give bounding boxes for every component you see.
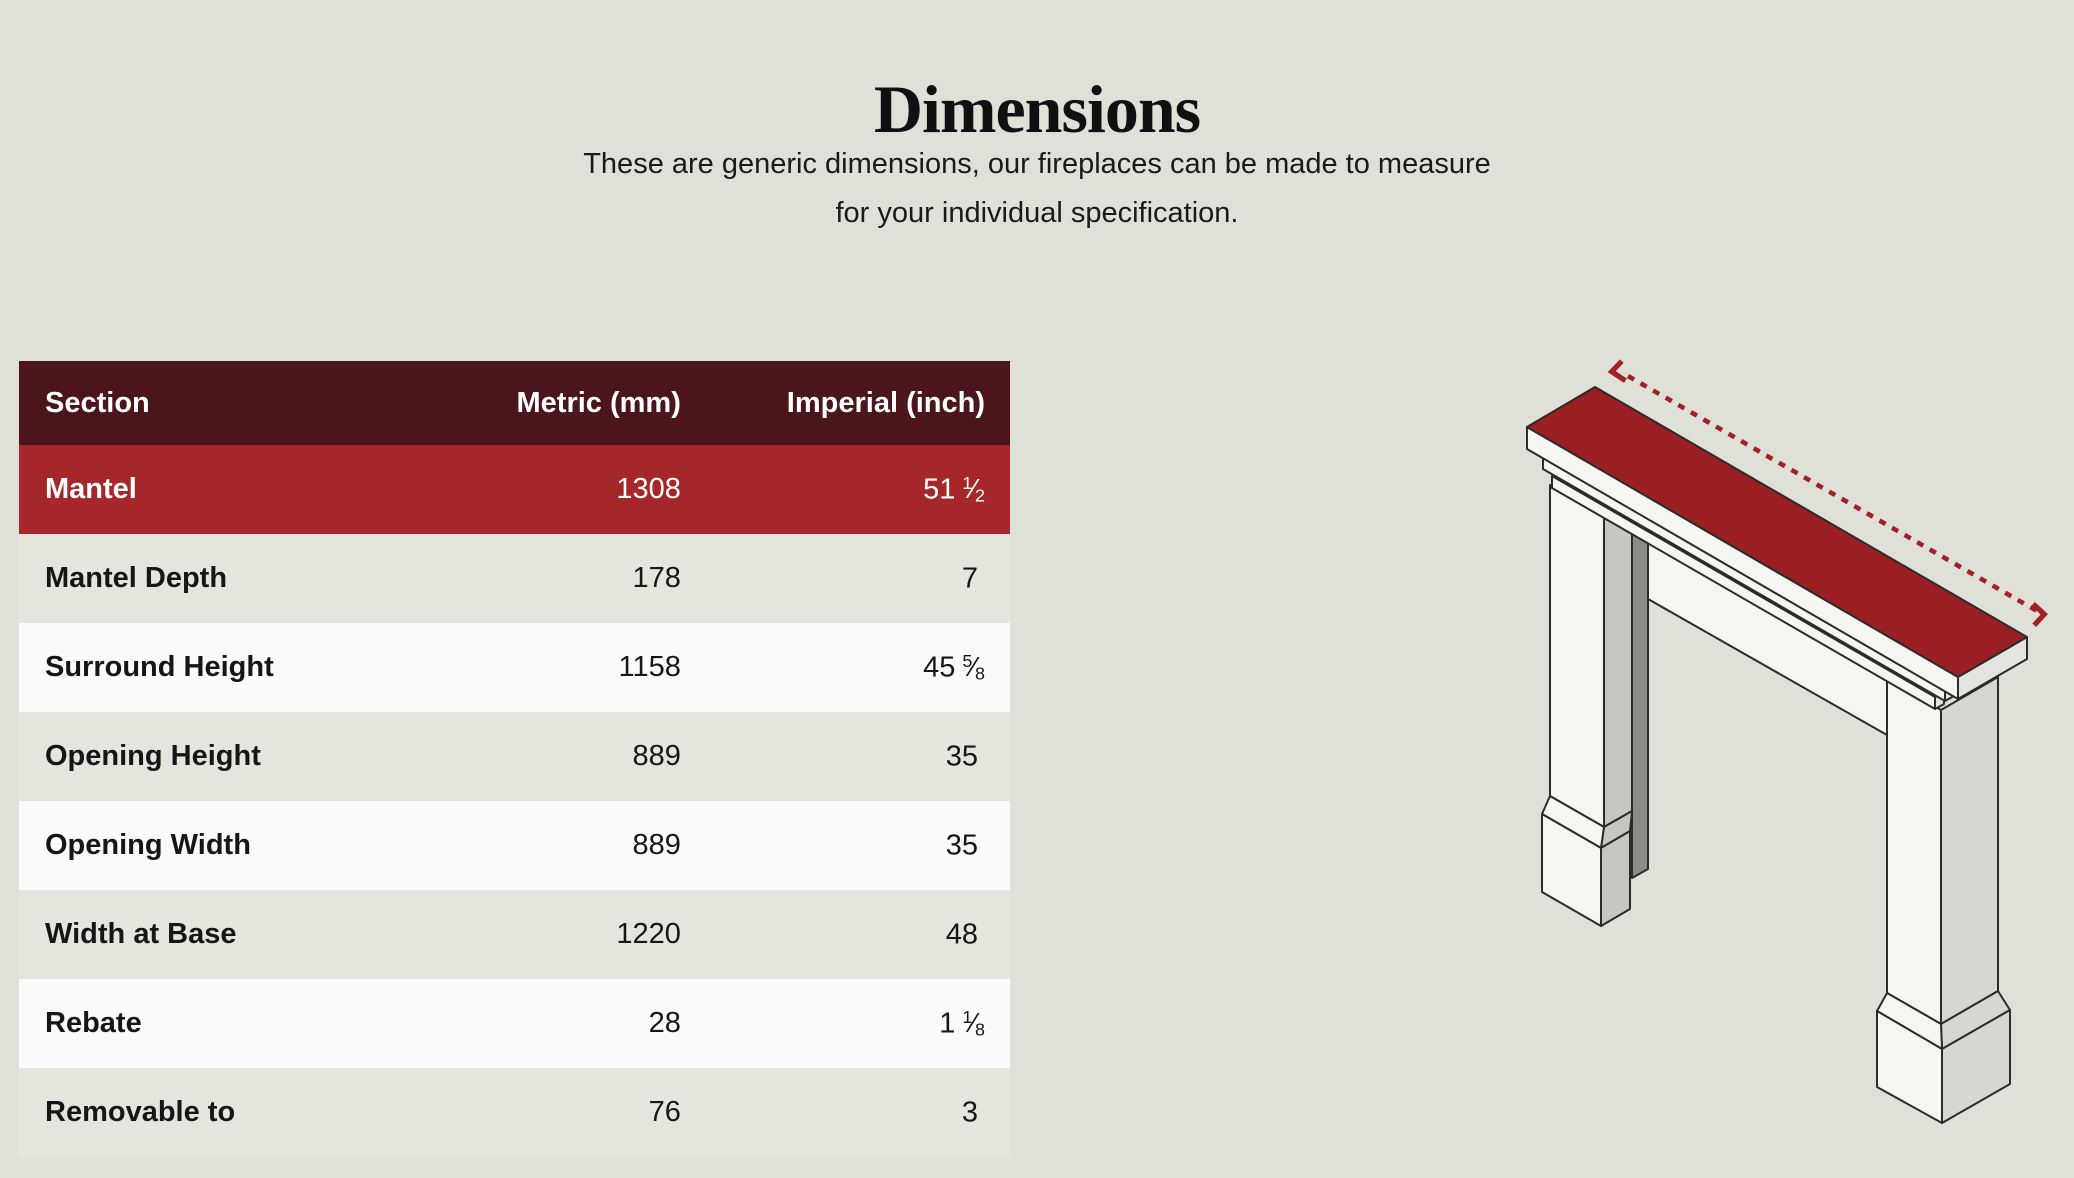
header-section: Section	[19, 361, 416, 445]
subtitle-line-2: for your individual specification.	[835, 197, 1239, 229]
right-leg	[1876, 676, 2011, 1124]
fireplace-isometric-illustration	[1526, 359, 2048, 1124]
header-imperial: Imperial (inch)	[692, 361, 1010, 445]
imperial-whole: 51	[923, 473, 956, 506]
mantel-top-face	[1526, 386, 2028, 678]
imperial-whole: 35	[945, 740, 978, 773]
imperial-cell: 51 1⁄2	[693, 445, 1010, 534]
measure-arrowhead-left	[1607, 359, 1627, 383]
table-row-mantel-depth: Mantel Depth 178 7	[19, 534, 1010, 623]
left-plinth-front	[1541, 813, 1602, 927]
header-metric: Metric (mm)	[415, 361, 693, 445]
table-row-removable-to: Removable to 76 3	[19, 1068, 1010, 1157]
section-cell: Width at Base	[45, 918, 237, 950]
page-subtitle: These are generic dimensions, our firepl…	[0, 140, 2074, 238]
imperial-fraction: 1⁄2	[962, 472, 985, 506]
measure-dashed-line	[1626, 374, 2039, 613]
imperial-cell: 3	[693, 1068, 1010, 1157]
subtitle-line-1: These are generic dimensions, our firepl…	[583, 148, 1491, 180]
imperial-fraction: 5⁄8	[962, 650, 985, 684]
imperial-cell: 45 5⁄8	[693, 623, 1010, 712]
table-row-surround-height: Surround Height 1158 45 5⁄8	[19, 623, 1010, 712]
table-row-rebate: Rebate 28 1 1⁄8	[19, 979, 1010, 1068]
section-cell: Mantel Depth	[45, 562, 228, 594]
metric-cell: 1158	[618, 651, 681, 683]
imperial-cell: 1 1⁄8	[693, 979, 1010, 1068]
imperial-whole: 3	[961, 1096, 978, 1129]
imperial-cell: 48	[693, 890, 1010, 979]
mantel-width-measure-arrow	[1607, 359, 2048, 627]
metric-cell: 889	[632, 829, 681, 861]
imperial-whole: 45	[923, 651, 956, 684]
table-header-row: Section Metric (mm) Imperial (inch)	[19, 361, 1010, 445]
dimensions-table: Section Metric (mm) Imperial (inch) Mant…	[19, 361, 1010, 1157]
metric-cell: 178	[632, 562, 681, 594]
measure-arrowhead-right	[2031, 602, 2048, 627]
section-cell: Opening Width	[45, 829, 251, 861]
dimensions-table-header: Section Metric (mm) Imperial (inch)	[19, 361, 1010, 445]
mantel-shelf	[1526, 386, 2028, 700]
metric-cell: 1220	[616, 918, 681, 950]
table-row-opening-width: Opening Width 889 35	[19, 801, 1010, 890]
section-cell: Rebate	[45, 1007, 142, 1039]
imperial-whole: 7	[961, 562, 978, 595]
imperial-cell: 7	[693, 534, 1010, 623]
imperial-whole: 1	[939, 1007, 956, 1040]
left-plinth-side	[1600, 830, 1631, 927]
imperial-cell: 35	[693, 712, 1010, 801]
imperial-cell: 35	[693, 801, 1010, 890]
section-cell: Opening Height	[45, 740, 261, 772]
table-row-mantel: Mantel 1308 51 1⁄2	[19, 445, 1010, 534]
metric-cell: 28	[648, 1007, 681, 1039]
imperial-fraction: 1⁄8	[962, 1006, 985, 1040]
table-row-width-at-base: Width at Base 1220 48	[19, 890, 1010, 979]
page-title: Dimensions	[873, 70, 1201, 147]
right-plinth-front	[1876, 1010, 1943, 1124]
metric-cell: 1308	[616, 473, 681, 505]
section-cell: Surround Height	[45, 651, 274, 683]
imperial-whole: 48	[945, 918, 978, 951]
metric-cell: 889	[632, 740, 681, 772]
imperial-whole: 35	[945, 829, 978, 862]
metric-cell: 76	[648, 1096, 681, 1128]
section-cell: Mantel	[45, 473, 137, 505]
table-row-opening-height: Opening Height 889 35	[19, 712, 1010, 801]
section-cell: Removable to	[45, 1096, 236, 1128]
